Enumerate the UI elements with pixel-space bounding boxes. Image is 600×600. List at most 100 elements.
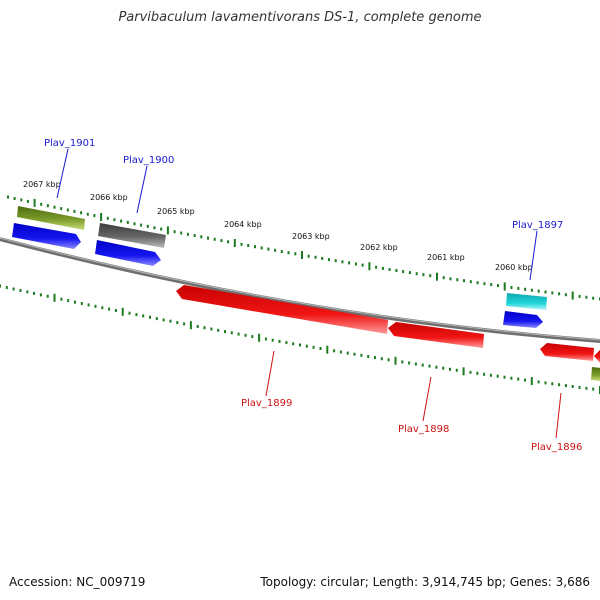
tick-minor xyxy=(87,303,90,307)
tick-major xyxy=(571,291,574,300)
tick-minor xyxy=(375,265,378,269)
tick-minor xyxy=(126,220,129,224)
gene-plav-1897[interactable] xyxy=(506,293,547,310)
tick-minor xyxy=(278,339,281,343)
tick-minor xyxy=(247,244,250,247)
tick-minor xyxy=(7,195,9,199)
gene-plav-1900[interactable] xyxy=(98,223,166,248)
tick-minor xyxy=(456,278,459,282)
gene-arrow-gray[interactable] xyxy=(98,223,166,248)
tick-minor xyxy=(421,363,424,367)
tick-minor xyxy=(401,360,404,364)
tick-minor xyxy=(429,274,432,278)
gene-arrow-blue[interactable] xyxy=(12,223,81,249)
gene-plav-1898[interactable] xyxy=(388,322,484,348)
tick-minor xyxy=(341,260,344,264)
tick-minor xyxy=(80,211,83,215)
tick-minor xyxy=(367,355,370,358)
gene-arrow-red[interactable] xyxy=(176,285,388,334)
tick-minor xyxy=(449,277,452,281)
tick-major xyxy=(121,307,124,316)
tick-minor xyxy=(160,227,163,231)
gene-label-plav-1896[interactable]: Plav_1896 xyxy=(531,442,582,453)
tick-minor xyxy=(524,287,527,291)
tick-major xyxy=(258,333,261,342)
tick-minor xyxy=(551,382,554,386)
gene-label-plav-1899[interactable]: Plav_1899 xyxy=(241,398,292,409)
gene-arrow-olive[interactable] xyxy=(17,206,85,230)
gene-arrow-red[interactable] xyxy=(540,343,594,361)
tick-minor xyxy=(173,230,176,234)
tick-major xyxy=(436,272,438,281)
gene-label-plav-1901[interactable]: Plav_1901 xyxy=(44,138,95,149)
tick-minor xyxy=(240,242,243,246)
tick-minor xyxy=(274,248,277,252)
tick-minor xyxy=(280,250,283,253)
tick-minor xyxy=(26,199,29,203)
tick-minor xyxy=(101,306,104,310)
tick-minor xyxy=(422,273,425,277)
tick-minor xyxy=(469,370,472,374)
gene-arrow-red[interactable] xyxy=(594,349,600,363)
tick-minor xyxy=(463,279,465,283)
tick-minor xyxy=(66,208,69,212)
tick-minor xyxy=(503,375,506,379)
tick-minor xyxy=(571,385,574,388)
tick-minor xyxy=(339,350,342,354)
tick-minor xyxy=(251,335,254,339)
tick-minor xyxy=(186,232,189,236)
tick-minor xyxy=(260,246,263,250)
tick-major xyxy=(326,345,329,354)
tick-minor xyxy=(108,307,111,311)
tick-minor xyxy=(408,271,411,275)
tick-minor xyxy=(496,374,499,378)
tick-minor xyxy=(224,330,226,334)
tick-row-upper xyxy=(7,195,600,301)
tick-label: 2062 kbp xyxy=(360,243,398,252)
tick-minor xyxy=(20,198,23,202)
map-title: Parvibaculum lavamentivorans DS-1, compl… xyxy=(118,10,482,25)
tick-minor xyxy=(33,291,36,295)
tick-minor xyxy=(60,207,63,211)
tick-minor xyxy=(146,224,149,228)
tick-minor xyxy=(585,386,588,390)
tick-minor xyxy=(200,235,203,239)
gene-arrow-blue[interactable] xyxy=(95,240,161,266)
tick-labels: 2067 kbp 2066 kbp 2065 kbp 2064 kbp 2063… xyxy=(23,180,533,272)
gene-label-plav-1900[interactable]: Plav_1900 xyxy=(123,155,174,166)
tick-minor xyxy=(13,197,16,200)
tick-row-lower xyxy=(0,284,600,394)
tick-major xyxy=(503,282,506,291)
gene-label-plav-1897[interactable]: Plav_1897 xyxy=(512,220,563,231)
gene-plav-1901[interactable] xyxy=(17,206,85,230)
tick-minor xyxy=(220,239,223,243)
gene-arrow-olive[interactable] xyxy=(591,367,600,381)
tick-minor xyxy=(551,291,554,295)
tick-minor xyxy=(40,202,43,206)
gene-arrow-red[interactable] xyxy=(388,322,484,348)
tick-minor xyxy=(476,281,479,285)
tick-minor xyxy=(285,341,288,345)
tick-minor xyxy=(140,223,143,227)
gene-arrow-cyan[interactable] xyxy=(506,293,547,310)
gene-arrow-blue[interactable] xyxy=(503,311,543,328)
tick-minor xyxy=(128,311,131,315)
tick-minor xyxy=(327,258,330,262)
gene-label-plav-1898[interactable]: Plav_1898 xyxy=(398,424,449,435)
tick-minor xyxy=(271,338,274,342)
tick-minor xyxy=(267,247,270,251)
tick-minor xyxy=(287,251,290,255)
tick-minor xyxy=(210,327,213,331)
tick-minor xyxy=(544,290,547,294)
tick-minor xyxy=(162,318,165,322)
tick-minor xyxy=(544,381,547,385)
gene-plav-1896[interactable] xyxy=(540,343,594,361)
tick-minor xyxy=(592,387,595,391)
tick-minor xyxy=(113,218,116,222)
tick-minor xyxy=(244,333,247,337)
tick-minor xyxy=(333,349,336,353)
gene-plav-1899[interactable] xyxy=(176,285,388,334)
tick-minor xyxy=(153,226,156,230)
tick-minor xyxy=(510,286,513,289)
tick-major xyxy=(462,367,465,376)
